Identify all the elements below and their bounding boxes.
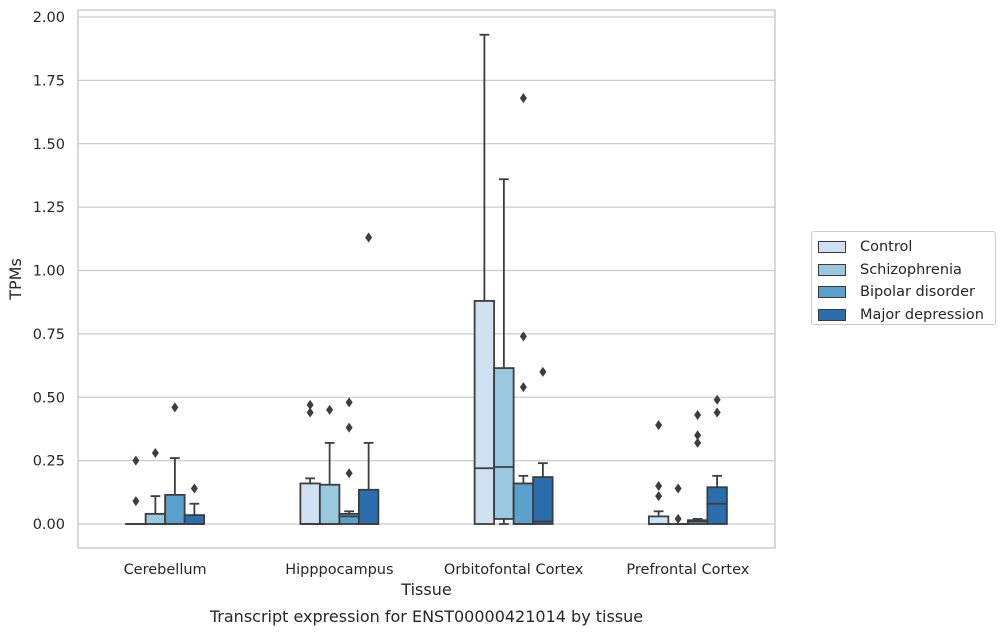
outlier-point <box>539 366 547 377</box>
outlier-point <box>674 513 682 524</box>
y-tick-label: 0.25 <box>33 454 65 470</box>
box-schizophrenia <box>318 404 341 525</box>
x-tick-labels: Cerebellum Hipppocampus Orbitofontal Corte… <box>124 562 750 578</box>
box-bipolar-disorder <box>512 93 535 525</box>
plot-frame <box>77 9 776 549</box>
box-control <box>125 455 147 525</box>
legend-label: Control <box>860 239 913 256</box>
y-axis-label: TPMs <box>6 258 25 301</box>
outlier-point <box>190 483 198 494</box>
outlier-point <box>694 437 702 448</box>
legend: Control Schizophrenia Bipolar disorder Majo… <box>811 231 996 325</box>
outlier-point <box>713 407 721 418</box>
outlier-point <box>326 404 334 415</box>
legend-item: Control <box>818 236 989 259</box>
legend-item: Bipolar disorder <box>818 281 989 304</box>
y-tick-label: 1.25 <box>33 200 65 216</box>
outlier-point <box>655 420 663 431</box>
legend-swatch <box>818 263 846 276</box>
outlier-point <box>519 331 527 342</box>
legend-label: Bipolar disorder <box>860 284 975 301</box>
outlier-point <box>519 382 527 393</box>
box-bipolar-disorder <box>686 409 709 525</box>
y-tick-label: 0.00 <box>33 517 65 533</box>
outlier-point <box>306 399 314 410</box>
chart-title: Transcript expression for ENST0000042101… <box>209 607 643 626</box>
outlier-point <box>171 402 179 413</box>
outlier-point <box>151 448 159 459</box>
box-major-depression <box>183 483 206 525</box>
legend-swatch <box>818 286 846 299</box>
legend-item: Schizophrenia <box>818 259 989 282</box>
outlier-point <box>713 394 721 405</box>
box-control <box>473 33 496 525</box>
box-bipolar-disorder <box>338 397 360 525</box>
box-schizophrenia <box>667 483 689 525</box>
box-schizophrenia <box>144 448 167 525</box>
y-tick-label: 1.50 <box>33 137 65 153</box>
box-control <box>299 399 321 525</box>
box-control <box>647 420 670 525</box>
outlier-point <box>365 232 373 243</box>
outlier-point <box>132 496 140 507</box>
box-plots <box>125 33 728 525</box>
legend-swatch <box>818 241 846 254</box>
outlier-point <box>345 468 353 479</box>
box-major-depression <box>357 232 380 525</box>
outlier-point <box>345 397 353 408</box>
y-tick-label: 0.75 <box>33 327 65 343</box>
x-tick-label: Cerebellum <box>124 562 207 578</box>
outlier-point <box>345 422 353 433</box>
y-tick-label: 1.00 <box>33 264 65 280</box>
outlier-point <box>306 407 314 418</box>
grid-lines <box>78 16 775 525</box>
legend-label: Schizophrenia <box>860 261 962 278</box>
outlier-point <box>519 93 527 104</box>
outlier-point <box>132 455 140 466</box>
legend-swatch <box>818 308 846 321</box>
box-major-depression <box>706 394 728 525</box>
legend-label: Major depression <box>860 306 984 323</box>
x-tick-label: Prefrontal Cortex <box>626 562 749 578</box>
outlier-point <box>655 491 663 502</box>
outlier-point <box>655 480 663 491</box>
y-tick-label: 1.75 <box>33 73 65 89</box>
box-major-depression <box>532 366 554 525</box>
x-tick-label: Hipppocampus <box>285 562 393 578</box>
legend-item: Major depression <box>818 304 989 327</box>
outlier-point <box>674 483 682 494</box>
outlier-point <box>694 430 702 441</box>
box-bipolar-disorder <box>164 402 186 525</box>
y-tick-label: 2.00 <box>33 10 65 26</box>
outlier-point <box>694 409 702 420</box>
x-tick-label: Orbitofontal Cortex <box>444 562 584 578</box>
y-tick-labels: 0.00 0.25 0.50 0.75 1.00 1.25 1.50 1.75 2.00 <box>33 10 65 533</box>
box-schizophrenia <box>493 178 515 525</box>
y-tick-label: 0.50 <box>33 390 65 406</box>
x-axis-label: Tissue <box>400 580 451 599</box>
